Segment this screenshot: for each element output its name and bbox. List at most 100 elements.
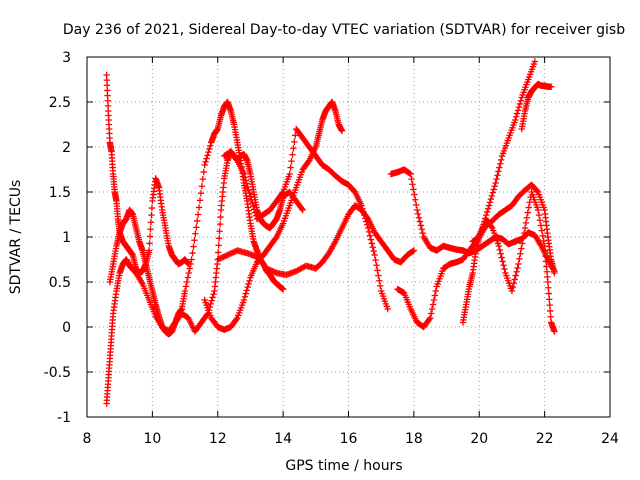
data-point — [299, 206, 306, 214]
x-tick-labels: 8 10 12 14 16 18 20 22 24 — [83, 431, 619, 447]
data-point — [546, 296, 553, 303]
data-point — [198, 183, 206, 190]
data-point — [146, 240, 153, 247]
data-point — [363, 214, 371, 221]
data-point — [531, 58, 539, 65]
data-point — [519, 235, 527, 242]
data-point — [207, 142, 214, 149]
data-point — [408, 175, 415, 183]
data-point — [411, 191, 418, 198]
data-point — [546, 301, 553, 309]
data-point — [375, 272, 382, 279]
data-point — [483, 208, 491, 216]
data-point — [147, 226, 154, 233]
data-point — [415, 214, 423, 221]
y-tick-label: -1 — [57, 410, 71, 426]
data-point — [544, 278, 552, 286]
series-track-11 — [518, 80, 555, 133]
data-point — [368, 240, 376, 247]
data-point — [186, 265, 193, 272]
data-point — [202, 158, 209, 165]
data-point — [305, 158, 312, 165]
data-point — [510, 280, 518, 287]
data-point — [500, 262, 507, 269]
x-axis-label: GPS time / hours — [285, 458, 402, 474]
data-points — [103, 58, 558, 407]
data-point — [246, 190, 253, 197]
data-point — [182, 283, 190, 290]
data-point — [371, 251, 378, 259]
data-point — [515, 103, 523, 111]
data-point — [419, 229, 426, 237]
data-point — [416, 218, 424, 225]
series-track-9 — [459, 181, 558, 326]
data-point — [489, 189, 496, 196]
data-point — [407, 170, 414, 178]
data-point — [521, 224, 529, 232]
data-point — [496, 246, 503, 254]
data-point — [369, 244, 376, 251]
data-point — [497, 160, 504, 167]
data-point — [243, 180, 250, 187]
data-point — [547, 307, 554, 315]
data-point — [484, 205, 492, 212]
data-point — [526, 199, 533, 206]
plot-frame — [86, 56, 611, 418]
data-point — [514, 264, 521, 272]
y-tick-label: 3 — [62, 50, 71, 66]
data-point — [497, 250, 504, 257]
data-point — [509, 283, 517, 291]
data-point — [384, 305, 391, 313]
data-point — [203, 155, 210, 162]
data-point — [523, 214, 531, 221]
data-point — [535, 211, 543, 219]
x-tick-label: 24 — [601, 431, 619, 447]
chart-title: Day 236 of 2021, Sidereal Day-to-day VTE… — [63, 22, 625, 38]
y-tick-label: -0.5 — [44, 365, 71, 381]
data-point — [241, 174, 249, 181]
x-tick-label: 8 — [83, 431, 92, 447]
data-point — [488, 192, 496, 200]
series-track-6 — [214, 202, 418, 278]
data-point — [376, 277, 383, 284]
data-point — [191, 237, 198, 244]
data-point — [272, 235, 279, 242]
y-tick-label: 2 — [62, 140, 71, 156]
data-point — [428, 305, 436, 313]
y-tick-label: 1.5 — [49, 185, 71, 201]
series-track-3 — [106, 98, 287, 338]
plot-area — [103, 58, 558, 407]
data-point — [427, 310, 435, 317]
data-point — [208, 297, 215, 304]
data-point — [247, 193, 254, 200]
y-tick-label: 2.5 — [49, 95, 71, 111]
data-point — [286, 170, 293, 178]
data-point — [185, 269, 192, 277]
data-point — [199, 175, 207, 183]
y-tick-label: 1 — [62, 230, 71, 246]
data-point — [511, 276, 518, 283]
data-point — [410, 247, 418, 254]
x-tick-label: 14 — [274, 431, 292, 447]
data-point — [487, 195, 495, 203]
y-tick-labels: -1 -0.5 0 0.5 1 1.5 2 2.5 3 — [44, 50, 71, 426]
data-point — [374, 267, 381, 274]
y-tick-label: 0.5 — [49, 275, 71, 291]
data-point — [512, 272, 519, 279]
data-point — [242, 177, 249, 184]
data-point — [539, 232, 546, 239]
data-point — [292, 132, 299, 139]
x-tick-label: 10 — [143, 431, 161, 447]
data-point — [427, 314, 434, 322]
x-tick-label: 22 — [536, 431, 554, 447]
data-point — [499, 258, 506, 265]
data-point — [514, 107, 522, 114]
data-point — [365, 228, 373, 236]
data-point — [551, 328, 558, 335]
data-point — [490, 186, 497, 193]
data-point — [193, 224, 200, 231]
data-point — [194, 217, 201, 225]
data-point — [194, 211, 202, 218]
data-point — [183, 278, 191, 286]
data-point — [430, 296, 438, 304]
